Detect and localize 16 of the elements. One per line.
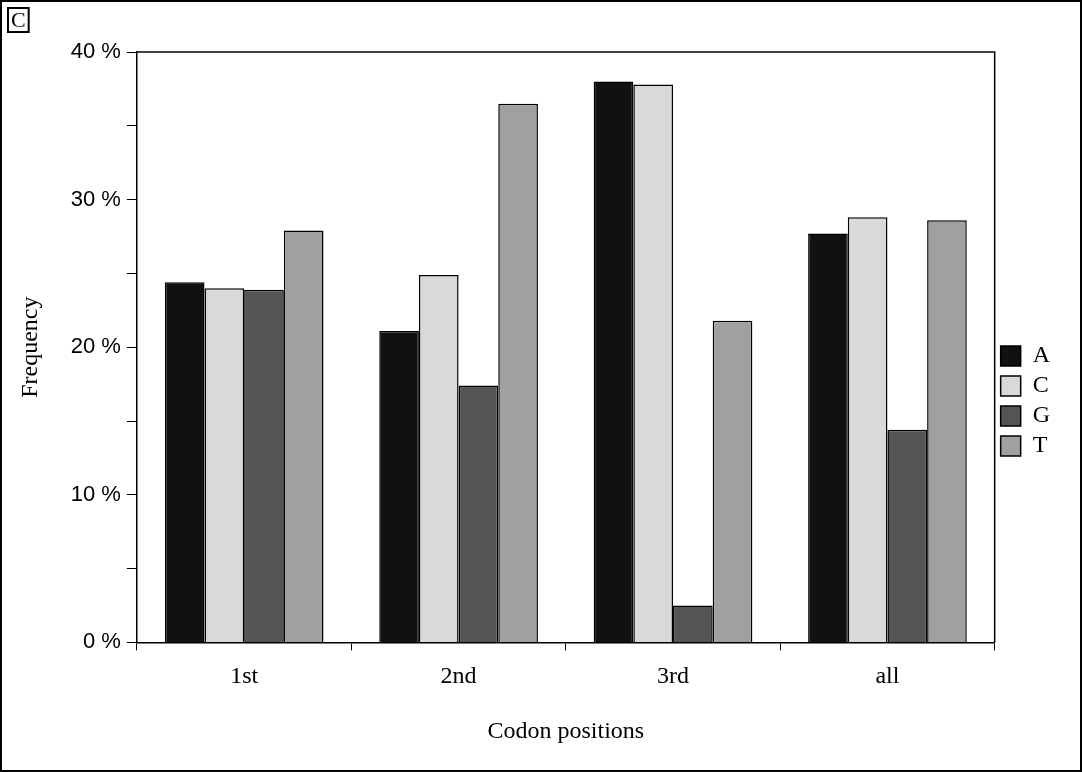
- legend-label: T: [1032, 431, 1048, 458]
- x-tick-label: 3rd: [657, 662, 690, 689]
- y-tick-label: 20 %: [70, 333, 121, 359]
- legend-label: A: [1032, 341, 1051, 368]
- y-tick-label: 10 %: [70, 480, 121, 506]
- text: C: [11, 6, 26, 32]
- legend-label: C: [1032, 371, 1049, 398]
- x-tick-label: all: [875, 662, 900, 689]
- y-tick-label: 40 %: [70, 38, 121, 64]
- y-tick-label: 30 %: [70, 185, 121, 211]
- x-tick-label: 2nd: [440, 662, 477, 689]
- y-tick-label: 0 %: [83, 628, 121, 654]
- y-axis-title: Frequency: [15, 296, 42, 398]
- x-axis-title: Codon positions: [487, 716, 645, 743]
- legend-label: G: [1032, 401, 1051, 428]
- x-tick-label: 1st: [230, 662, 259, 689]
